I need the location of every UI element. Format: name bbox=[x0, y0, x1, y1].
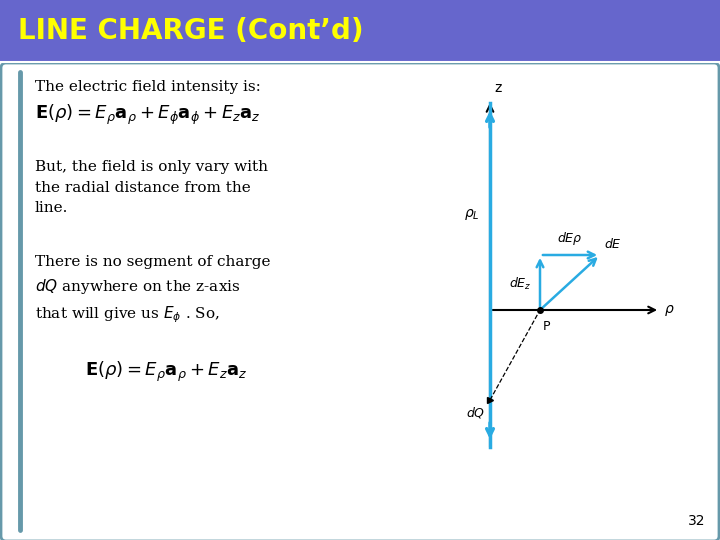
Text: $dE\rho$: $dE\rho$ bbox=[557, 230, 582, 247]
Text: $\rho_L$: $\rho_L$ bbox=[464, 207, 480, 222]
Text: $dE$: $dE$ bbox=[604, 237, 622, 251]
Text: $dQ$: $dQ$ bbox=[466, 405, 485, 420]
Text: $\mathbf{E}(\rho)= E_{\rho}\mathbf{a}_{\rho} + E_{\phi}\mathbf{a}_{\phi} + E_z\m: $\mathbf{E}(\rho)= E_{\rho}\mathbf{a}_{\… bbox=[35, 103, 261, 127]
Text: The electric field intensity is:: The electric field intensity is: bbox=[35, 80, 261, 94]
Text: z: z bbox=[494, 81, 501, 95]
Text: $\mathbf{E}(\rho)= E_{\rho}\mathbf{a}_{\rho} + E_z\mathbf{a}_z$: $\mathbf{E}(\rho)= E_{\rho}\mathbf{a}_{\… bbox=[85, 360, 247, 384]
FancyBboxPatch shape bbox=[1, 63, 719, 540]
Text: 32: 32 bbox=[688, 514, 705, 528]
Bar bbox=[0, 0, 720, 62]
Text: But, the field is only vary with
the radial distance from the
line.: But, the field is only vary with the rad… bbox=[35, 160, 268, 215]
Text: LINE CHARGE (Cont’d): LINE CHARGE (Cont’d) bbox=[18, 17, 364, 45]
Text: $\rho$: $\rho$ bbox=[664, 302, 675, 318]
Text: There is no segment of charge
$dQ$ anywhere on the z-axis
that will give us $E_{: There is no segment of charge $dQ$ anywh… bbox=[35, 255, 271, 325]
Text: $dE_z$: $dE_z$ bbox=[510, 276, 532, 292]
Text: P: P bbox=[543, 320, 551, 333]
